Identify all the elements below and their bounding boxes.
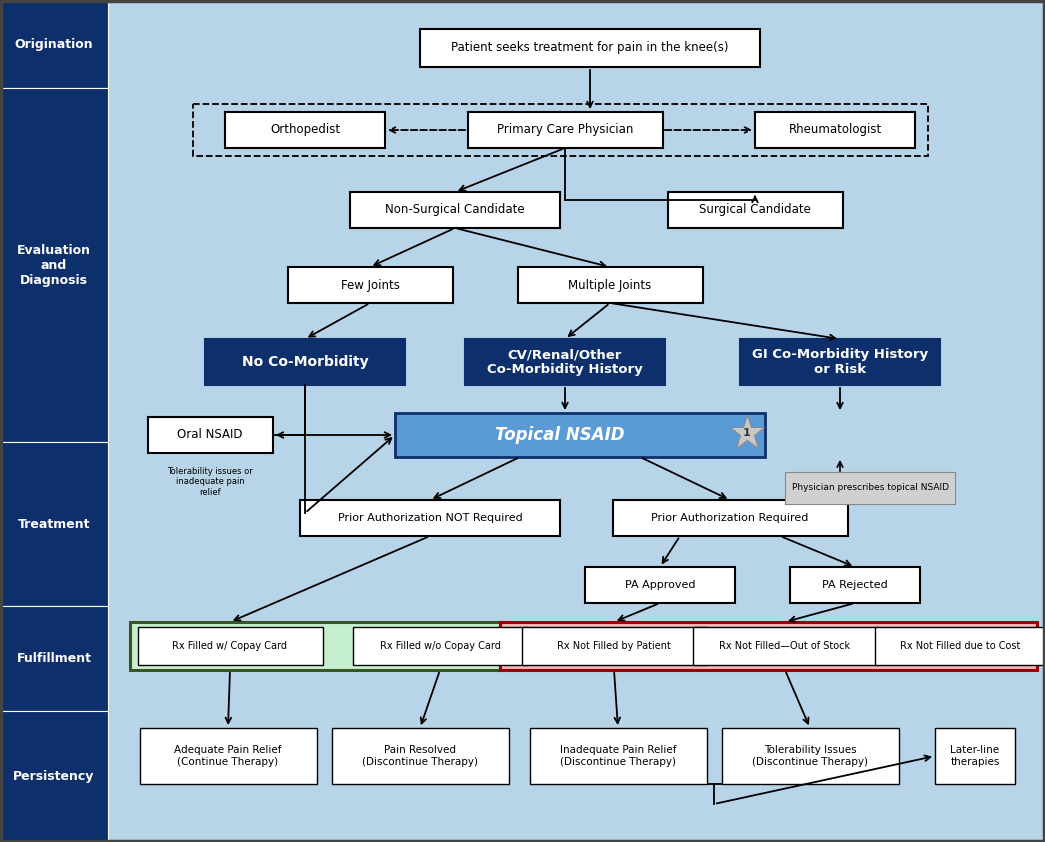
Text: Tolerability Issues
(Discontinue Therapy): Tolerability Issues (Discontinue Therapy… [752,745,868,767]
Text: Non-Surgical Candidate: Non-Surgical Candidate [386,204,525,216]
FancyBboxPatch shape [350,192,560,228]
Text: Tolerability issues or
inadequate pain
relief: Tolerability issues or inadequate pain r… [167,467,253,497]
Bar [0,442,108,606]
FancyBboxPatch shape [521,627,706,665]
FancyBboxPatch shape [693,627,878,665]
Text: Surgical Candidate: Surgical Candidate [699,204,811,216]
FancyBboxPatch shape [721,728,899,784]
FancyBboxPatch shape [138,627,323,665]
FancyBboxPatch shape [790,567,920,603]
Text: Patient seeks treatment for pain in the knee(s): Patient seeks treatment for pain in the … [451,41,728,55]
Text: PA Rejected: PA Rejected [822,580,888,590]
Text: Primary Care Physician: Primary Care Physician [496,124,633,136]
FancyBboxPatch shape [331,728,509,784]
Text: Origination: Origination [15,38,93,51]
Bar [0,711,108,842]
Text: Pain Resolved
(Discontinue Therapy): Pain Resolved (Discontinue Therapy) [362,745,478,767]
FancyBboxPatch shape [785,472,955,504]
Text: Rx Filled w/ Copay Card: Rx Filled w/ Copay Card [172,641,287,651]
Bar [0,88,108,442]
FancyBboxPatch shape [420,29,760,67]
Text: Rx Not Filled—Out of Stock: Rx Not Filled—Out of Stock [719,641,851,651]
FancyBboxPatch shape [147,417,273,453]
FancyBboxPatch shape [585,567,735,603]
FancyBboxPatch shape [500,622,1037,670]
Text: Prior Authorization Required: Prior Authorization Required [651,513,809,523]
Text: Oral NSAID: Oral NSAID [178,429,242,441]
Text: GI Co-Morbidity History
or Risk: GI Co-Morbidity History or Risk [752,348,928,376]
FancyBboxPatch shape [517,267,702,303]
FancyBboxPatch shape [139,728,317,784]
FancyBboxPatch shape [668,192,842,228]
FancyBboxPatch shape [130,622,500,670]
Text: Physician prescribes topical NSAID: Physician prescribes topical NSAID [791,483,949,493]
FancyBboxPatch shape [395,413,765,457]
Bar [0,0,108,88]
FancyBboxPatch shape [300,500,560,536]
Text: Adequate Pain Relief
(Continue Therapy): Adequate Pain Relief (Continue Therapy) [175,745,282,767]
Text: Fulfillment: Fulfillment [17,653,92,665]
FancyBboxPatch shape [352,627,528,665]
Text: Multiple Joints: Multiple Joints [568,279,652,291]
Text: Prior Authorization NOT Required: Prior Authorization NOT Required [338,513,522,523]
Text: Persistency: Persistency [14,770,95,783]
FancyBboxPatch shape [225,112,385,148]
FancyBboxPatch shape [740,339,941,385]
Text: PA Approved: PA Approved [625,580,695,590]
FancyBboxPatch shape [612,500,847,536]
Text: Rx Filled w/o Copay Card: Rx Filled w/o Copay Card [379,641,501,651]
Text: CV/Renal/Other
Co-Morbidity History: CV/Renal/Other Co-Morbidity History [487,348,643,376]
Text: Later-line
therapies: Later-line therapies [950,745,1000,767]
Text: Rheumatologist: Rheumatologist [788,124,882,136]
FancyBboxPatch shape [205,339,405,385]
FancyBboxPatch shape [287,267,452,303]
Text: 1: 1 [743,428,751,438]
Text: Orthopedist: Orthopedist [270,124,340,136]
Text: Evaluation
and
Diagnosis: Evaluation and Diagnosis [17,243,91,287]
Text: No Co-Morbidity: No Co-Morbidity [241,355,368,369]
FancyBboxPatch shape [530,728,706,784]
FancyBboxPatch shape [754,112,915,148]
FancyBboxPatch shape [875,627,1045,665]
Text: Rx Not Filled by Patient: Rx Not Filled by Patient [557,641,671,651]
Text: Treatment: Treatment [18,518,90,530]
Text: Inadequate Pain Relief
(Discontinue Therapy): Inadequate Pain Relief (Discontinue Ther… [560,745,676,767]
FancyBboxPatch shape [465,339,665,385]
Bar [0,606,108,711]
Text: Few Joints: Few Joints [341,279,399,291]
FancyBboxPatch shape [935,728,1015,784]
Text: Rx Not Filled due to Cost: Rx Not Filled due to Cost [900,641,1020,651]
Text: Topical NSAID: Topical NSAID [495,426,625,444]
FancyBboxPatch shape [467,112,663,148]
